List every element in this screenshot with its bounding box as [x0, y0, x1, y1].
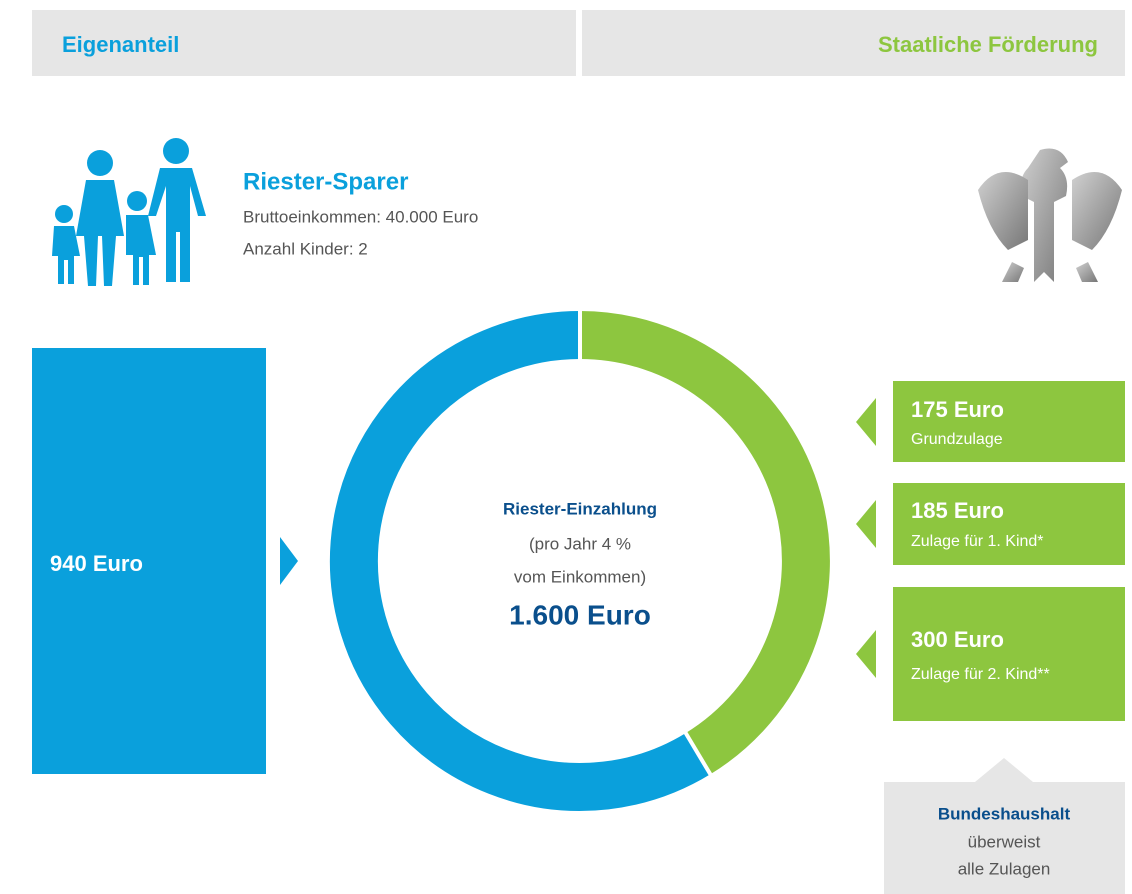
- saver-title: Riester-Sparer: [243, 168, 408, 195]
- subsidy-box: [893, 381, 1125, 462]
- header-right-bar: [582, 10, 1125, 76]
- center-title: Riester-Einzahlung: [503, 499, 657, 518]
- arrow: [280, 537, 298, 585]
- subsidy-label: Zulage für 2. Kind**: [911, 666, 1050, 683]
- header-right: Staatliche Förderung: [878, 32, 1098, 57]
- subsidy-label: Zulage für 1. Kind*: [911, 533, 1044, 550]
- center-line: (pro Jahr 4 %: [529, 534, 631, 553]
- saver-line: Anzahl Kinder: 2: [243, 239, 368, 258]
- arrow: [856, 398, 876, 446]
- budget-line: alle Zulagen: [958, 859, 1051, 878]
- header-left-bar: [32, 10, 576, 76]
- budget-line: überweist: [968, 832, 1041, 851]
- own-contribution: 940 Euro: [50, 551, 143, 576]
- donut-own: [330, 311, 711, 811]
- subsidy-amount: 300 Euro: [911, 627, 1004, 652]
- budget-title: Bundeshaushalt: [938, 804, 1071, 823]
- subsidy-amount: 175 Euro: [911, 397, 1004, 422]
- arrow: [856, 630, 876, 678]
- subsidy-box: [893, 483, 1125, 565]
- family-icon: [52, 138, 206, 286]
- subsidy-label: Grundzulage: [911, 431, 1003, 448]
- own-contribution-box: [32, 348, 266, 774]
- budget-box: [884, 758, 1125, 894]
- subsidy-box: [893, 587, 1125, 721]
- saver-line: Bruttoeinkommen: 40.000 Euro: [243, 207, 478, 226]
- eagle-icon: [978, 148, 1122, 282]
- subsidy-amount: 185 Euro: [911, 498, 1004, 523]
- arrow: [856, 500, 876, 548]
- center-line: vom Einkommen): [514, 567, 646, 586]
- donut-separator: [682, 729, 714, 778]
- donut-subsidy: [579, 311, 830, 775]
- header-left: Eigenanteil: [62, 32, 179, 57]
- subsidy-group: 175 Euro Grundzulage 185 Euro Zulage für…: [856, 381, 1125, 721]
- center-total: 1.600 Euro: [509, 599, 651, 630]
